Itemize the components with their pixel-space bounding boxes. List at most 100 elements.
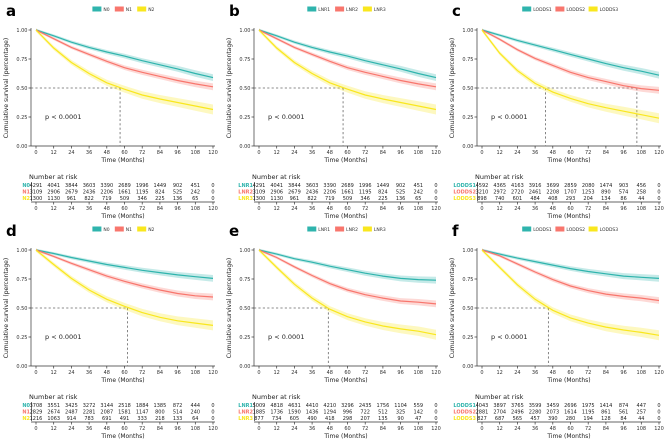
risk-count: 0 — [434, 189, 437, 195]
legend-swatch — [555, 226, 565, 232]
y-tick-label: 0.00 — [16, 144, 27, 150]
risk-count: 3599 — [529, 403, 542, 409]
risk-count: 1253 — [582, 189, 595, 195]
risk-count: 5009 — [253, 403, 266, 409]
risk-axis-tick-label: 120 — [431, 426, 441, 432]
survival-curve-LNR2 — [258, 29, 437, 88]
risk-count: 333 — [137, 416, 147, 422]
risk-count: 890 — [601, 189, 611, 195]
risk-axis-tick-label: 72 — [585, 206, 591, 212]
risk-count: 47 — [415, 416, 421, 422]
risk-axis-tick-label: 12 — [274, 426, 280, 432]
x-tick-label: 60 — [567, 150, 573, 156]
legend-swatch — [307, 6, 317, 12]
risk-count: 390 — [548, 416, 558, 422]
risk-count: 1300 — [30, 196, 43, 202]
risk-row-label: N0 — [22, 183, 30, 189]
risk-axis-tick-label: 12 — [274, 206, 280, 212]
risk-row-label: LODDS2 — [453, 189, 476, 195]
p-value-label: p < 0.0001 — [268, 113, 304, 121]
risk-count: 2972 — [493, 189, 506, 195]
y-tick-label: 1.00 — [16, 28, 27, 34]
risk-axis-tick-label: 0 — [34, 206, 37, 212]
risk-axis-tick-label: 0 — [257, 206, 260, 212]
confidence-band — [482, 248, 659, 341]
risk-count: 1996 — [359, 183, 372, 189]
risk-count: 1884 — [136, 403, 149, 409]
risk-count: 822 — [307, 196, 317, 202]
risk-axis-tick-label: 24 — [291, 426, 297, 432]
x-tick-label: 0 — [34, 150, 37, 156]
confidence-band — [482, 28, 659, 94]
risk-count: 4041 — [270, 183, 283, 189]
risk-axis-tick-label: 96 — [397, 426, 403, 432]
risk-axis-tick-label: 12 — [497, 206, 503, 212]
legend-label: LNR3 — [374, 227, 386, 233]
risk-axis-tick-label: 84 — [603, 206, 609, 212]
risk-count: 1104 — [394, 403, 407, 409]
risk-count: 1414 — [600, 403, 613, 409]
risk-count: 447 — [637, 403, 647, 409]
risk-count: 1449 — [154, 183, 167, 189]
survival-curve-LODDS1 — [481, 29, 660, 76]
legend-label: N0 — [103, 7, 109, 13]
confidence-band — [259, 248, 436, 340]
risk-count: 0 — [434, 196, 437, 202]
risk-axis-tick-label: 108 — [191, 206, 201, 212]
risk-row-label: N1 — [22, 409, 30, 415]
x-tick-label: 48 — [104, 370, 110, 376]
risk-count: 1614 — [564, 409, 577, 415]
risk-count: 3844 — [65, 183, 78, 189]
x-tick-label: 120 — [208, 150, 218, 156]
km-panel-c: c LODDS1 LODDS2 LODDS3 1.00 0.75 0.50 0.25 0.00 0… — [446, 0, 669, 220]
x-tick-label: 96 — [174, 370, 180, 376]
risk-count: 134 — [601, 196, 611, 202]
risk-count: 3459 — [546, 403, 559, 409]
legend-label: LODDS3 — [600, 227, 619, 233]
risk-axis-title: Time (Months) — [546, 213, 590, 220]
risk-count: 3109 — [30, 189, 43, 195]
risk-count: 687 — [495, 416, 505, 422]
x-tick-label: 60 — [121, 370, 127, 376]
risk-count: 0 — [211, 416, 214, 422]
risk-axis-tick-label: 84 — [380, 206, 386, 212]
risk-row-label: LODDS1 — [453, 183, 476, 189]
confidence-band — [259, 28, 436, 81]
risk-count: 346 — [360, 196, 370, 202]
risk-count: 490 — [307, 416, 317, 422]
risk-count: 2281 — [83, 409, 96, 415]
risk-count: 565 — [513, 416, 523, 422]
risk-count: 0 — [211, 409, 214, 415]
km-panel-e: e LNR1 LNR2 LNR3 1.00 0.75 0.50 0.25 0.00 0 12 24 36… — [223, 220, 446, 440]
y-tick-label: 0.50 — [462, 306, 473, 312]
risk-count: 3699 — [546, 183, 559, 189]
risk-count: 525 — [173, 189, 183, 195]
risk-count: 2206 — [323, 189, 336, 195]
risk-count: 509 — [120, 196, 130, 202]
x-tick-label: 0 — [257, 370, 260, 376]
risk-count: 1130 — [270, 196, 283, 202]
y-tick-label: 0.00 — [462, 144, 473, 150]
y-tick-label: 0.75 — [239, 57, 250, 63]
x-tick-label: 84 — [603, 370, 609, 376]
risk-axis-title: Time (Months) — [100, 433, 144, 440]
risk-axis-tick-label: 84 — [603, 426, 609, 432]
risk-count: 2208 — [546, 189, 559, 195]
risk-axis-tick-label: 72 — [585, 426, 591, 432]
survival-curve-N0 — [35, 249, 214, 279]
x-tick-label: 72 — [585, 150, 591, 156]
x-tick-label: 108 — [414, 150, 424, 156]
risk-count: 961 — [67, 196, 77, 202]
risk-table-title: Number at risk — [475, 173, 524, 181]
risk-count: 877 — [254, 416, 264, 422]
y-tick-label: 1.00 — [462, 28, 473, 34]
x-tick-label: 108 — [414, 370, 424, 376]
risk-count: 2206 — [100, 189, 113, 195]
risk-row-label: LNR3 — [238, 196, 253, 202]
risk-count: 65 — [192, 196, 198, 202]
risk-axis-title: Time (Months) — [546, 433, 590, 440]
survival-curve-LODDS3 — [481, 29, 660, 119]
risk-count: 601 — [513, 196, 523, 202]
risk-count: 0 — [434, 416, 437, 422]
risk-count: 1885 — [253, 409, 266, 415]
